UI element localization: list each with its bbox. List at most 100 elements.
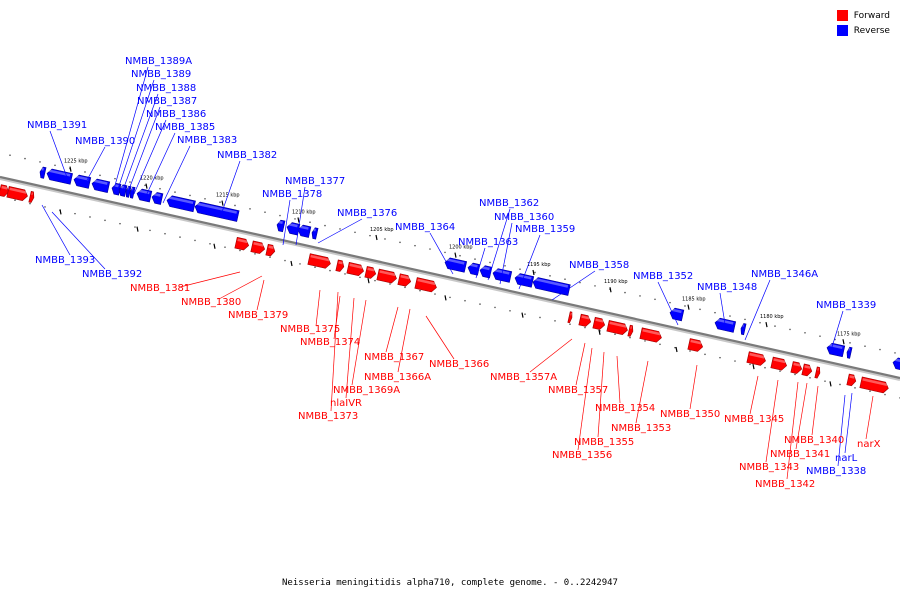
ruler-tick: [375, 234, 378, 241]
ruler-tick: [842, 339, 845, 345]
gene-gloss: [446, 258, 465, 265]
ruler-dot: [489, 261, 491, 264]
ruler-dot: [99, 174, 101, 177]
ruler-dot: [14, 199, 16, 202]
ruler-dot: [179, 236, 181, 238]
forward-gene: [414, 277, 437, 293]
gene-arrow: [846, 346, 853, 359]
ruler-dot: [669, 301, 671, 304]
reverse-gene: [714, 317, 737, 333]
ruler-dot: [879, 348, 881, 351]
forward-gene: [376, 268, 397, 284]
ruler-tick: [136, 226, 139, 232]
reverse-gene: [492, 268, 513, 283]
ruler-dot: [564, 278, 566, 280]
reverse-gene: [73, 174, 92, 189]
gene-label: narL: [835, 453, 858, 464]
reverse-gene: [39, 166, 47, 179]
gene-arrow: [91, 178, 111, 193]
gene-arrow: [669, 307, 685, 322]
forward-gene: [770, 356, 788, 371]
ruler-dot: [324, 224, 326, 227]
ruler-dot: [239, 249, 241, 252]
label-leader: [117, 79, 155, 190]
ruler-dot: [704, 353, 706, 356]
reverse-gene: [892, 357, 900, 371]
gene-label: NMBB_1382: [217, 150, 277, 161]
ruler-tick: [221, 200, 224, 206]
gene-gloss: [690, 339, 702, 345]
gene-label: NMBB_1393: [35, 255, 95, 266]
ruler-dot: [524, 313, 526, 315]
forward-gene: [346, 261, 364, 277]
gene-label: NMBB_1380: [181, 297, 241, 308]
gene-label: NMBB_1366A: [364, 372, 431, 383]
forward-gene: [0, 184, 10, 197]
label-leader: [575, 342, 586, 386]
ruler-tick: [444, 295, 447, 301]
gene-gloss: [138, 189, 150, 195]
gene-arrow: [801, 363, 813, 377]
ruler-dot: [119, 222, 121, 225]
label-leader: [616, 355, 621, 404]
gene-gloss: [793, 362, 801, 367]
gene-features: [0, 166, 900, 394]
gene-label: NMBB_1386: [146, 109, 206, 120]
ruler-dot: [614, 333, 616, 336]
gene-label: NMBB_1374: [300, 337, 360, 348]
label-leader: [749, 375, 759, 415]
ruler-tick: [145, 183, 148, 189]
ruler-tick-label: 1220 kbp: [140, 176, 164, 182]
forward-gene: [790, 361, 803, 374]
forward-gene: [801, 363, 813, 377]
ruler-tick: [532, 269, 535, 276]
ruler-tick: [675, 346, 678, 353]
label-leader: [831, 310, 844, 348]
gene-arrow: [46, 168, 73, 185]
gene-arrow: [514, 273, 535, 288]
ruler-dot: [534, 271, 536, 274]
gene-label: nlaIVR: [330, 398, 362, 409]
label-leader: [487, 208, 511, 281]
gene-labels: NMBB_1389A NMBB_1389 NMBB_1388 NMBB_1387 NMB…: [27, 56, 881, 490]
ruler-dot: [369, 234, 371, 237]
ruler-dot: [264, 211, 266, 213]
gene-label: NMBB_1383: [177, 135, 237, 146]
gene-gloss: [349, 263, 363, 269]
gene-label: NMBB_1366: [429, 359, 489, 370]
forward-gene: [627, 324, 634, 337]
ruler-dot: [444, 251, 446, 254]
gene-arrow: [6, 186, 28, 201]
ruler-dot: [554, 320, 556, 322]
gene-arrow: [73, 174, 92, 189]
ruler-dot: [84, 171, 86, 173]
gene-gloss: [862, 378, 888, 387]
gene-gloss: [671, 308, 682, 314]
gene-arrow: [286, 222, 301, 236]
gene-arrow: [265, 243, 276, 257]
gene-arrow: [532, 277, 571, 296]
ruler-dot: [9, 154, 11, 157]
gene-label: NMBB_1387: [137, 96, 197, 107]
forward-gene: [639, 327, 662, 343]
ruler-tick-label: 1205 kbp: [370, 227, 394, 233]
ruler-dot: [764, 366, 766, 369]
label-leader: [41, 204, 71, 256]
ruler-tick: [687, 304, 690, 310]
reverse-gene: [514, 273, 535, 288]
label-leader: [385, 306, 399, 353]
label-leader: [499, 222, 513, 285]
gene-arrow: [790, 361, 803, 374]
forward-gene: [265, 243, 276, 257]
genome-backbone: [0, 175, 900, 381]
gene-label: NMBB_1358: [569, 260, 629, 271]
gene-arrow: [335, 259, 345, 272]
ruler-tick-label: 1200 kbp: [449, 245, 473, 251]
gene-arrow: [567, 311, 573, 324]
ruler-dot: [54, 164, 56, 167]
ruler-dot: [504, 264, 506, 267]
ruler-tick: [598, 329, 601, 335]
label-leader: [113, 66, 149, 190]
gene-gloss: [630, 326, 632, 329]
gene-gloss: [773, 358, 786, 364]
